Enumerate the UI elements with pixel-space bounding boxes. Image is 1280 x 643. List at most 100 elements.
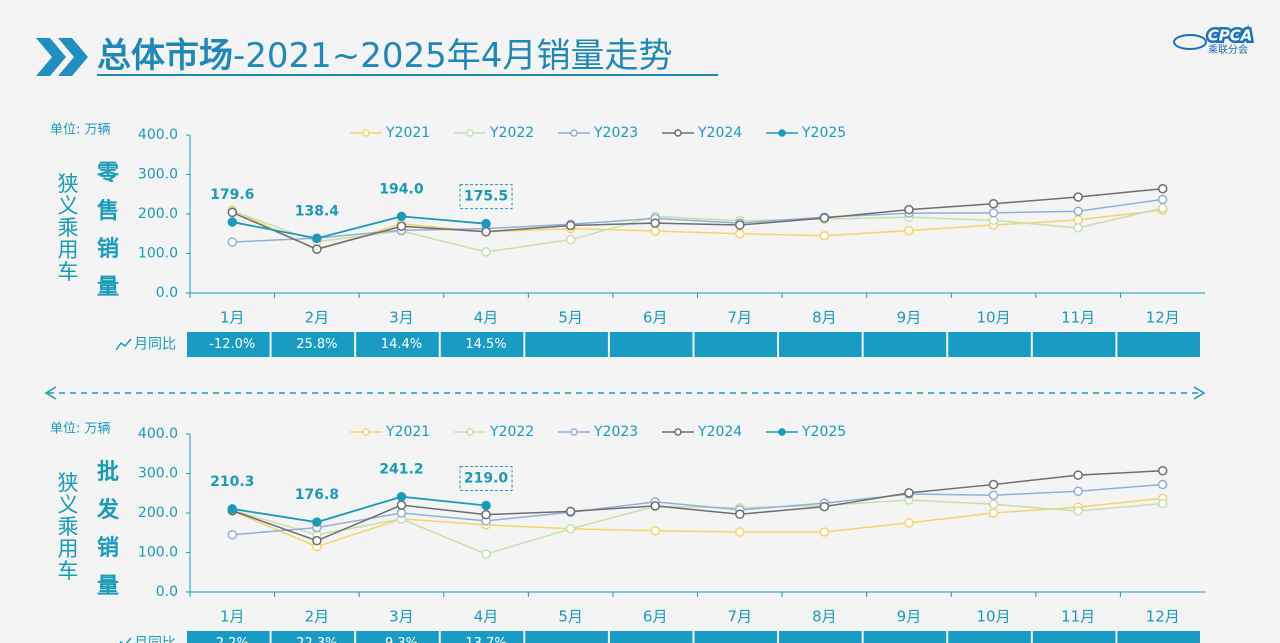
series-line (232, 198, 1163, 243)
y-tick-label: 300.0 (138, 167, 178, 183)
point (565, 524, 576, 534)
yoy-cell (948, 332, 1031, 357)
point (396, 500, 407, 510)
point (396, 491, 407, 502)
legend-label: Y2025 (801, 125, 846, 141)
point (650, 526, 660, 536)
x-tick-label: 12月 (1146, 608, 1180, 626)
yoy-icon (119, 637, 132, 643)
metric-char: 量 (97, 275, 119, 300)
point (988, 198, 999, 209)
point (819, 527, 830, 537)
point (1157, 479, 1168, 490)
yoy-value: 14.5% (465, 337, 506, 352)
x-tick-label: 8月 (812, 608, 837, 626)
point (650, 218, 660, 228)
point (1073, 192, 1083, 202)
x-tick-label: 11月 (1061, 608, 1095, 626)
scope-char: 义 (58, 493, 79, 517)
metric-char: 销 (97, 536, 119, 561)
point (1073, 486, 1083, 497)
point (1157, 203, 1168, 213)
scope-char: 乘 (58, 515, 79, 539)
y-tick-label: 100.0 (138, 246, 178, 262)
yoy-cell (1117, 332, 1200, 357)
scope-char: 车 (58, 559, 79, 583)
point (1073, 223, 1083, 233)
point (312, 233, 322, 244)
point (481, 500, 491, 511)
point (735, 220, 745, 230)
legend-marker (362, 129, 370, 137)
title-bold: 总体市场 (97, 36, 233, 76)
x-tick-label: 5月 (558, 309, 583, 327)
point (904, 488, 914, 498)
point (481, 509, 491, 520)
point (819, 213, 830, 223)
point (481, 549, 491, 559)
yoy-cell (779, 631, 862, 643)
point (481, 218, 491, 229)
point (1157, 183, 1168, 194)
yoy-cell (1032, 332, 1116, 357)
scope-char: 义 (58, 194, 79, 218)
series-line (232, 497, 1163, 548)
divider (44, 386, 1206, 400)
metric-char: 批 (97, 460, 119, 485)
x-tick-label: 9月 (897, 608, 922, 626)
yoy-label: 月同比 (134, 636, 176, 643)
scope-char: 车 (58, 260, 79, 284)
yoy-cell (187, 631, 270, 643)
x-tick-label: 7月 (728, 608, 753, 626)
point (735, 229, 745, 239)
yoy-cell (187, 332, 270, 357)
metric-char: 销 (97, 237, 119, 262)
point (396, 211, 407, 222)
data-label: 241.2 (379, 462, 423, 478)
legend-label: Y2024 (697, 125, 742, 141)
x-tick-label: 3月 (389, 608, 414, 626)
x-tick-label: 7月 (728, 309, 753, 327)
point (396, 508, 407, 518)
yoy-cell (863, 631, 947, 643)
series-line (232, 495, 487, 524)
y-tick-label: 200.0 (138, 505, 178, 521)
legend-label: Y2023 (593, 424, 638, 440)
metric-char: 零 (96, 161, 120, 186)
legend-label: Y2021 (385, 424, 430, 440)
x-tick-label: 5月 (558, 608, 583, 626)
scope-char: 狭 (58, 471, 79, 495)
highlight-box (459, 465, 513, 491)
point (1073, 470, 1083, 480)
title-rest: -2021~2025年4月销量走势 (233, 36, 672, 76)
yoy-cell (271, 332, 355, 357)
point (735, 509, 745, 519)
point (988, 208, 999, 218)
data-label: 219.0 (464, 470, 509, 486)
yoy-cell (440, 631, 524, 643)
yoy-cell (694, 631, 778, 643)
legend-marker (674, 428, 682, 436)
x-tick-label: 12月 (1146, 309, 1180, 327)
point (988, 490, 999, 500)
yoy-cell (440, 332, 524, 357)
series-line (232, 469, 1163, 542)
scope-char: 狭 (58, 172, 79, 196)
y-tick-label: 0.0 (156, 584, 178, 600)
yoy-value: 9.3% (385, 636, 418, 643)
title: 总体市场-2021~2025年4月销量走势 (97, 36, 672, 76)
legend-label: Y2022 (489, 125, 534, 141)
point (1157, 498, 1168, 509)
y-tick-label: 400.0 (138, 426, 178, 442)
yoy-cell (863, 332, 947, 357)
point (565, 506, 576, 517)
point (988, 479, 999, 490)
series-line (232, 483, 1163, 536)
legend-marker (570, 129, 578, 137)
yoy-cell (948, 631, 1031, 643)
y-tick-label: 300.0 (138, 466, 178, 482)
x-tick-label: 9月 (897, 309, 922, 327)
data-label: 138.4 (295, 203, 340, 219)
x-tick-label: 6月 (643, 309, 668, 327)
